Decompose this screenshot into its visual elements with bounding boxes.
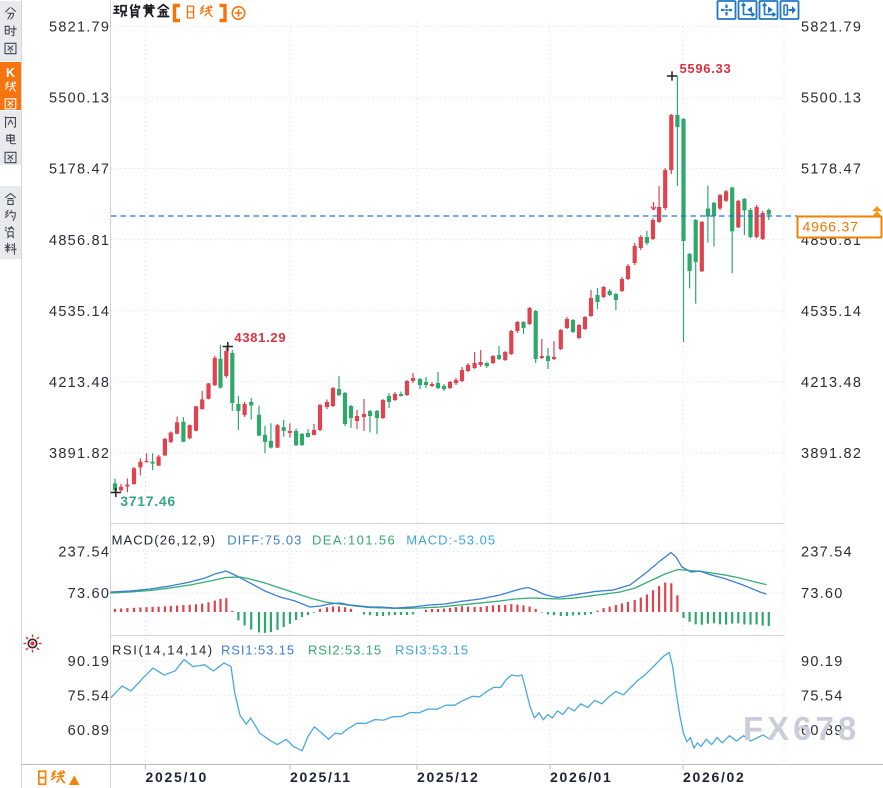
svg-text:5821.79: 5821.79: [801, 20, 862, 36]
svg-text:RSI1:53.15: RSI1:53.15: [221, 643, 295, 658]
svg-text:3891.82: 3891.82: [49, 446, 110, 462]
svg-text:MACD:-53.05: MACD:-53.05: [406, 533, 496, 548]
svg-text:RSI3:53.15: RSI3:53.15: [395, 643, 469, 658]
svg-text:5821.79: 5821.79: [49, 20, 110, 36]
svg-text:75.54: 75.54: [68, 689, 111, 705]
svg-text:2025/10: 2025/10: [146, 769, 209, 785]
svg-text:RSI2:53.15: RSI2:53.15: [308, 643, 382, 658]
svg-text:MACD(26,12,9): MACD(26,12,9): [112, 533, 217, 548]
svg-text:4535.14: 4535.14: [49, 304, 110, 320]
svg-text:4213.48: 4213.48: [801, 375, 862, 391]
svg-text:4856.81: 4856.81: [49, 233, 110, 249]
svg-text:4966.37: 4966.37: [803, 219, 859, 235]
svg-text:60.89: 60.89: [68, 723, 111, 739]
svg-text:237.54: 237.54: [801, 545, 853, 561]
svg-text:5500.13: 5500.13: [49, 91, 110, 107]
svg-text:73.60: 73.60: [801, 586, 844, 602]
svg-text:75.54: 75.54: [801, 689, 844, 705]
svg-text:RSI(14,14,14): RSI(14,14,14): [112, 643, 214, 658]
svg-text:5178.47: 5178.47: [49, 162, 110, 178]
svg-text:K: K: [6, 66, 15, 80]
svg-text:5178.47: 5178.47: [801, 162, 862, 178]
svg-text:2026/01: 2026/01: [550, 769, 613, 785]
svg-text:4535.14: 4535.14: [801, 304, 862, 320]
svg-text:237.54: 237.54: [58, 545, 110, 561]
svg-text:DEA:101.56: DEA:101.56: [312, 533, 396, 548]
svg-text:90.19: 90.19: [68, 654, 111, 670]
svg-text:2026/02: 2026/02: [683, 769, 746, 785]
svg-text:2025/11: 2025/11: [290, 769, 352, 785]
svg-text:90.19: 90.19: [801, 654, 844, 670]
svg-text:5596.33: 5596.33: [680, 61, 732, 76]
svg-text:3891.82: 3891.82: [801, 446, 862, 462]
svg-text:60.89: 60.89: [801, 723, 844, 739]
svg-text:DIFF:75.03: DIFF:75.03: [227, 533, 302, 548]
svg-text:3717.46: 3717.46: [120, 493, 176, 509]
svg-text:4213.48: 4213.48: [49, 375, 110, 391]
svg-text:5500.13: 5500.13: [801, 91, 862, 107]
svg-text:4381.29: 4381.29: [234, 330, 286, 345]
svg-text:2025/12: 2025/12: [417, 769, 480, 785]
svg-text:73.60: 73.60: [68, 586, 111, 602]
svg-text:FX678: FX678: [743, 710, 860, 747]
